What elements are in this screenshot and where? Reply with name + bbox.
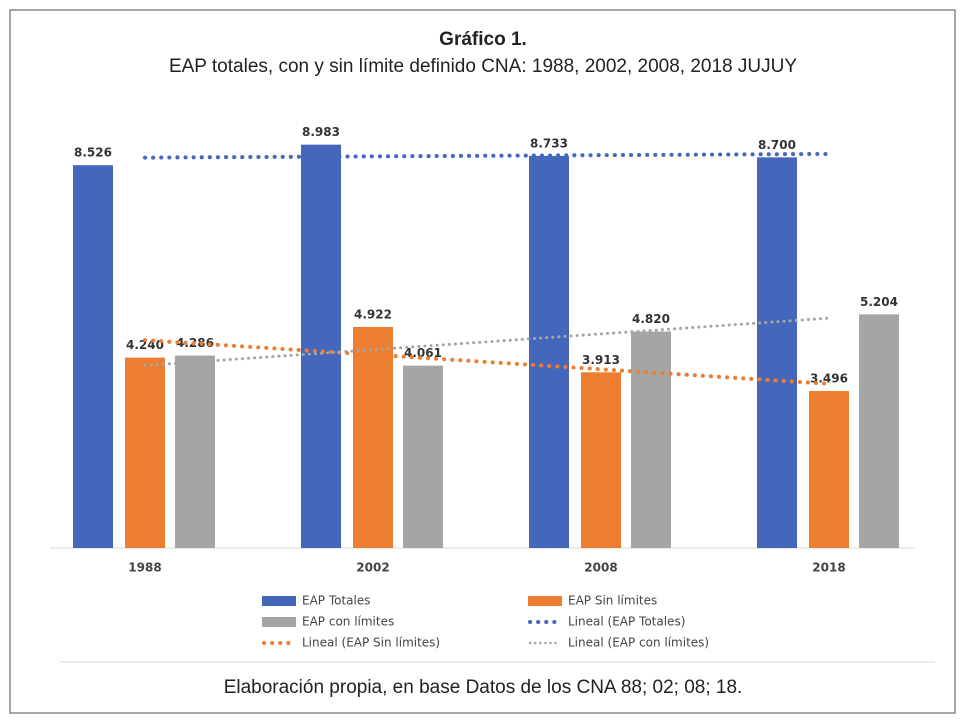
value-label: 8.733: [530, 136, 568, 150]
trend-line: [143, 316, 831, 367]
value-label: 3.913: [582, 353, 620, 367]
value-label: 8.700: [758, 138, 796, 152]
legend-label: Lineal (EAP Sin límites): [302, 636, 440, 650]
bar: [175, 355, 215, 548]
bar: [859, 314, 899, 548]
bar: [809, 391, 849, 548]
value-label: 4.820: [632, 312, 670, 326]
bar: [757, 157, 797, 548]
bar: [125, 357, 165, 548]
bar: [353, 327, 393, 548]
frame: [9, 9, 956, 714]
value-label: 8.526: [74, 146, 112, 160]
chart-subtitle: EAP totales, con y sin límite definido C…: [169, 56, 797, 77]
chart-title: Gráfico 1.: [439, 29, 527, 50]
trend-line: [143, 151, 831, 160]
legend-swatch: [528, 596, 562, 606]
bar: [631, 331, 671, 548]
bar: [581, 372, 621, 548]
legend-swatch: [262, 596, 296, 606]
legend-label: EAP Totales: [302, 594, 371, 608]
x-tick-label: 2008: [584, 561, 617, 575]
value-label: 3.496: [810, 372, 848, 386]
value-label: 4.922: [354, 308, 392, 322]
legend-label: EAP con límites: [302, 615, 394, 629]
x-tick-label: 2018: [812, 561, 845, 575]
bar: [73, 165, 113, 548]
trend-line: [143, 338, 831, 386]
legend-swatch: [262, 617, 296, 627]
bar: [529, 155, 569, 548]
legend-label: EAP Sin límites: [568, 594, 657, 608]
legend-label: Lineal (EAP con límites): [568, 636, 709, 650]
bar: [403, 365, 443, 548]
value-label: 8.983: [302, 125, 340, 139]
x-tick-label: 1988: [128, 561, 161, 575]
value-label: 5.204: [860, 295, 898, 309]
footer: Elaboración propia, en base Datos de los…: [224, 677, 743, 698]
x-tick-label: 2002: [356, 561, 389, 575]
legend-label: Lineal (EAP Totales): [568, 615, 685, 629]
bar: [301, 144, 341, 548]
